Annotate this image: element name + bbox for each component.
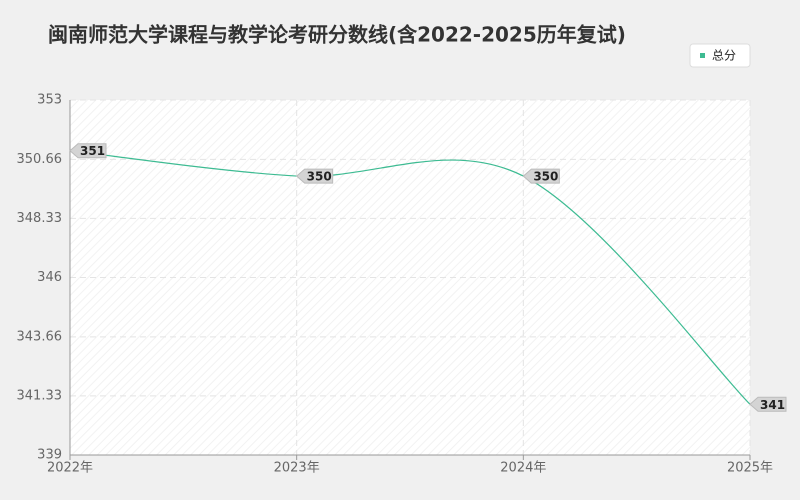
data-label-tag [749, 396, 787, 412]
y-tick-label: 348.33 [17, 211, 63, 226]
y-tick-label: 339 [37, 448, 62, 463]
data-label: 350 [307, 170, 332, 184]
legend-box [689, 43, 751, 68]
y-tick-label: 350.66 [17, 152, 63, 167]
x-tick-label: 2023年 [274, 461, 320, 476]
data-label: 341 [760, 398, 785, 412]
y-tick-label: 343.66 [17, 329, 63, 344]
x-tick-label: 2025年 [727, 461, 773, 476]
data-label-tag [522, 168, 560, 184]
x-tick-label: 2024年 [500, 461, 546, 476]
chart-title: 闽南师范大学课程与教学论考研分数线(含2022-2025历年复试) [48, 23, 626, 47]
data-label-tag [69, 143, 107, 159]
line [69, 150, 751, 405]
y-tick-label: 341.33 [17, 388, 63, 403]
legend-swatch [700, 53, 705, 58]
data-label-tag [295, 168, 334, 184]
data-label: 350 [533, 170, 558, 184]
legend [689, 43, 751, 68]
y-tick-label: 353 [37, 93, 62, 108]
legend-label: 总分 [712, 49, 736, 63]
data-label: 351 [80, 144, 105, 158]
x-tick-label: 2022年 [47, 461, 93, 476]
y-tick-label: 346 [37, 270, 62, 285]
